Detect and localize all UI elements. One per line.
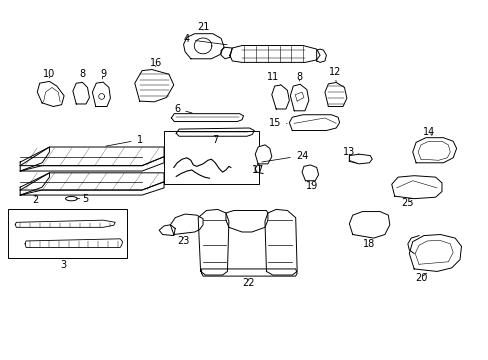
Polygon shape xyxy=(412,138,456,163)
Polygon shape xyxy=(183,34,224,59)
Text: 8: 8 xyxy=(80,69,85,82)
Polygon shape xyxy=(264,210,297,275)
Polygon shape xyxy=(20,182,163,195)
Polygon shape xyxy=(37,81,64,107)
Polygon shape xyxy=(290,84,308,111)
Polygon shape xyxy=(92,82,110,107)
Text: 13: 13 xyxy=(343,147,358,157)
Polygon shape xyxy=(20,147,163,166)
Polygon shape xyxy=(170,214,203,234)
Text: 5: 5 xyxy=(82,194,89,204)
Text: 15: 15 xyxy=(268,118,286,128)
Polygon shape xyxy=(255,145,271,164)
Polygon shape xyxy=(20,173,163,190)
Text: 24: 24 xyxy=(262,150,307,162)
Text: 3: 3 xyxy=(60,260,66,270)
Polygon shape xyxy=(391,176,441,199)
Text: 10: 10 xyxy=(43,69,56,79)
Polygon shape xyxy=(201,269,297,276)
Bar xyxy=(8,209,127,258)
Polygon shape xyxy=(73,82,89,104)
Text: 22: 22 xyxy=(242,278,254,288)
Text: 21: 21 xyxy=(197,22,209,32)
Text: 18: 18 xyxy=(362,239,374,249)
Text: 2: 2 xyxy=(33,195,39,205)
Polygon shape xyxy=(325,82,346,107)
Polygon shape xyxy=(20,157,163,171)
Text: 20: 20 xyxy=(414,273,427,283)
Polygon shape xyxy=(159,225,175,235)
Text: 12: 12 xyxy=(328,67,340,82)
Text: 25: 25 xyxy=(401,198,413,208)
Text: 9: 9 xyxy=(100,69,106,79)
Text: 19: 19 xyxy=(305,181,317,192)
Text: 4: 4 xyxy=(183,35,226,45)
Polygon shape xyxy=(15,220,115,227)
Polygon shape xyxy=(295,92,304,101)
Polygon shape xyxy=(414,240,452,264)
Text: 8: 8 xyxy=(295,72,302,82)
Text: 11: 11 xyxy=(266,72,280,85)
Polygon shape xyxy=(225,211,267,232)
Polygon shape xyxy=(348,212,389,238)
Bar xyxy=(163,131,259,184)
Polygon shape xyxy=(20,173,49,195)
Polygon shape xyxy=(348,154,371,164)
Polygon shape xyxy=(176,128,254,136)
Polygon shape xyxy=(302,165,318,181)
Polygon shape xyxy=(408,234,461,271)
Text: 7: 7 xyxy=(212,135,218,145)
Polygon shape xyxy=(135,69,173,102)
Polygon shape xyxy=(25,239,122,247)
Polygon shape xyxy=(271,85,289,109)
Polygon shape xyxy=(171,114,243,122)
Polygon shape xyxy=(221,47,232,59)
Polygon shape xyxy=(198,210,228,275)
Polygon shape xyxy=(289,115,339,131)
Polygon shape xyxy=(316,49,326,62)
Text: 16: 16 xyxy=(149,58,162,68)
Text: 23: 23 xyxy=(177,236,189,246)
Text: 14: 14 xyxy=(422,127,434,136)
Text: 17: 17 xyxy=(251,165,264,175)
Text: 1: 1 xyxy=(105,135,142,146)
Polygon shape xyxy=(20,147,49,171)
Text: 6: 6 xyxy=(174,104,192,114)
Polygon shape xyxy=(229,45,320,62)
Polygon shape xyxy=(417,141,449,160)
